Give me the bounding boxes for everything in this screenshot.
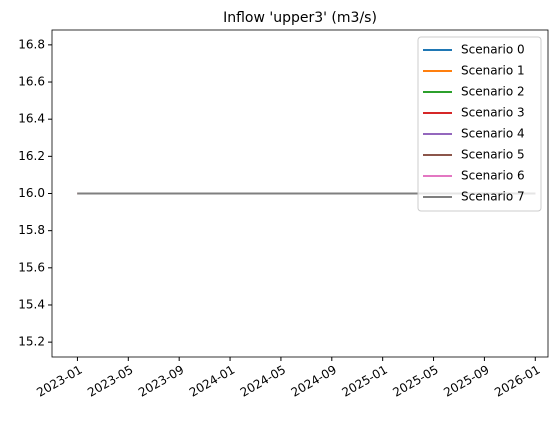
y-tick-label: 16.6 <box>18 75 45 89</box>
legend-label: Scenario 2 <box>461 85 525 99</box>
y-tick-label: 16.0 <box>18 186 45 200</box>
legend-box <box>417 36 542 212</box>
x-tick-label: 2025-05 <box>390 363 440 400</box>
y-tick-label: 15.8 <box>18 223 45 237</box>
legend-label: Scenario 3 <box>461 106 525 120</box>
legend-label: Scenario 0 <box>461 43 525 57</box>
y-tick-label: 16.4 <box>18 112 45 126</box>
y-tick-label: 15.4 <box>18 297 45 311</box>
plot-frame <box>51 29 549 358</box>
legend-label: Scenario 1 <box>461 64 525 78</box>
y-tick-label: 16.2 <box>18 149 45 163</box>
y-tick-label: 15.2 <box>18 335 45 349</box>
x-tick-label: 2023-09 <box>136 363 186 400</box>
legend-label: Scenario 6 <box>461 169 525 183</box>
x-tick-label: 2024-05 <box>238 363 288 400</box>
x-tick-label: 2025-09 <box>441 363 491 400</box>
y-tick-label: 15.6 <box>18 260 45 274</box>
chart-title: Inflow 'upper3' (m3/s) <box>223 10 377 26</box>
x-tick-label: 2025-01 <box>339 363 389 400</box>
x-tick-label: 2023-01 <box>34 363 84 400</box>
y-tick-label: 16.8 <box>18 37 45 51</box>
legend-label: Scenario 5 <box>461 148 525 162</box>
legend-label: Scenario 7 <box>461 190 525 204</box>
x-tick-label: 2023-05 <box>85 363 135 400</box>
x-tick-label: 2026-01 <box>492 363 542 400</box>
x-tick-label: 2024-01 <box>187 363 237 400</box>
x-tick-label: 2024-09 <box>289 363 339 400</box>
legend-label: Scenario 4 <box>461 127 525 141</box>
